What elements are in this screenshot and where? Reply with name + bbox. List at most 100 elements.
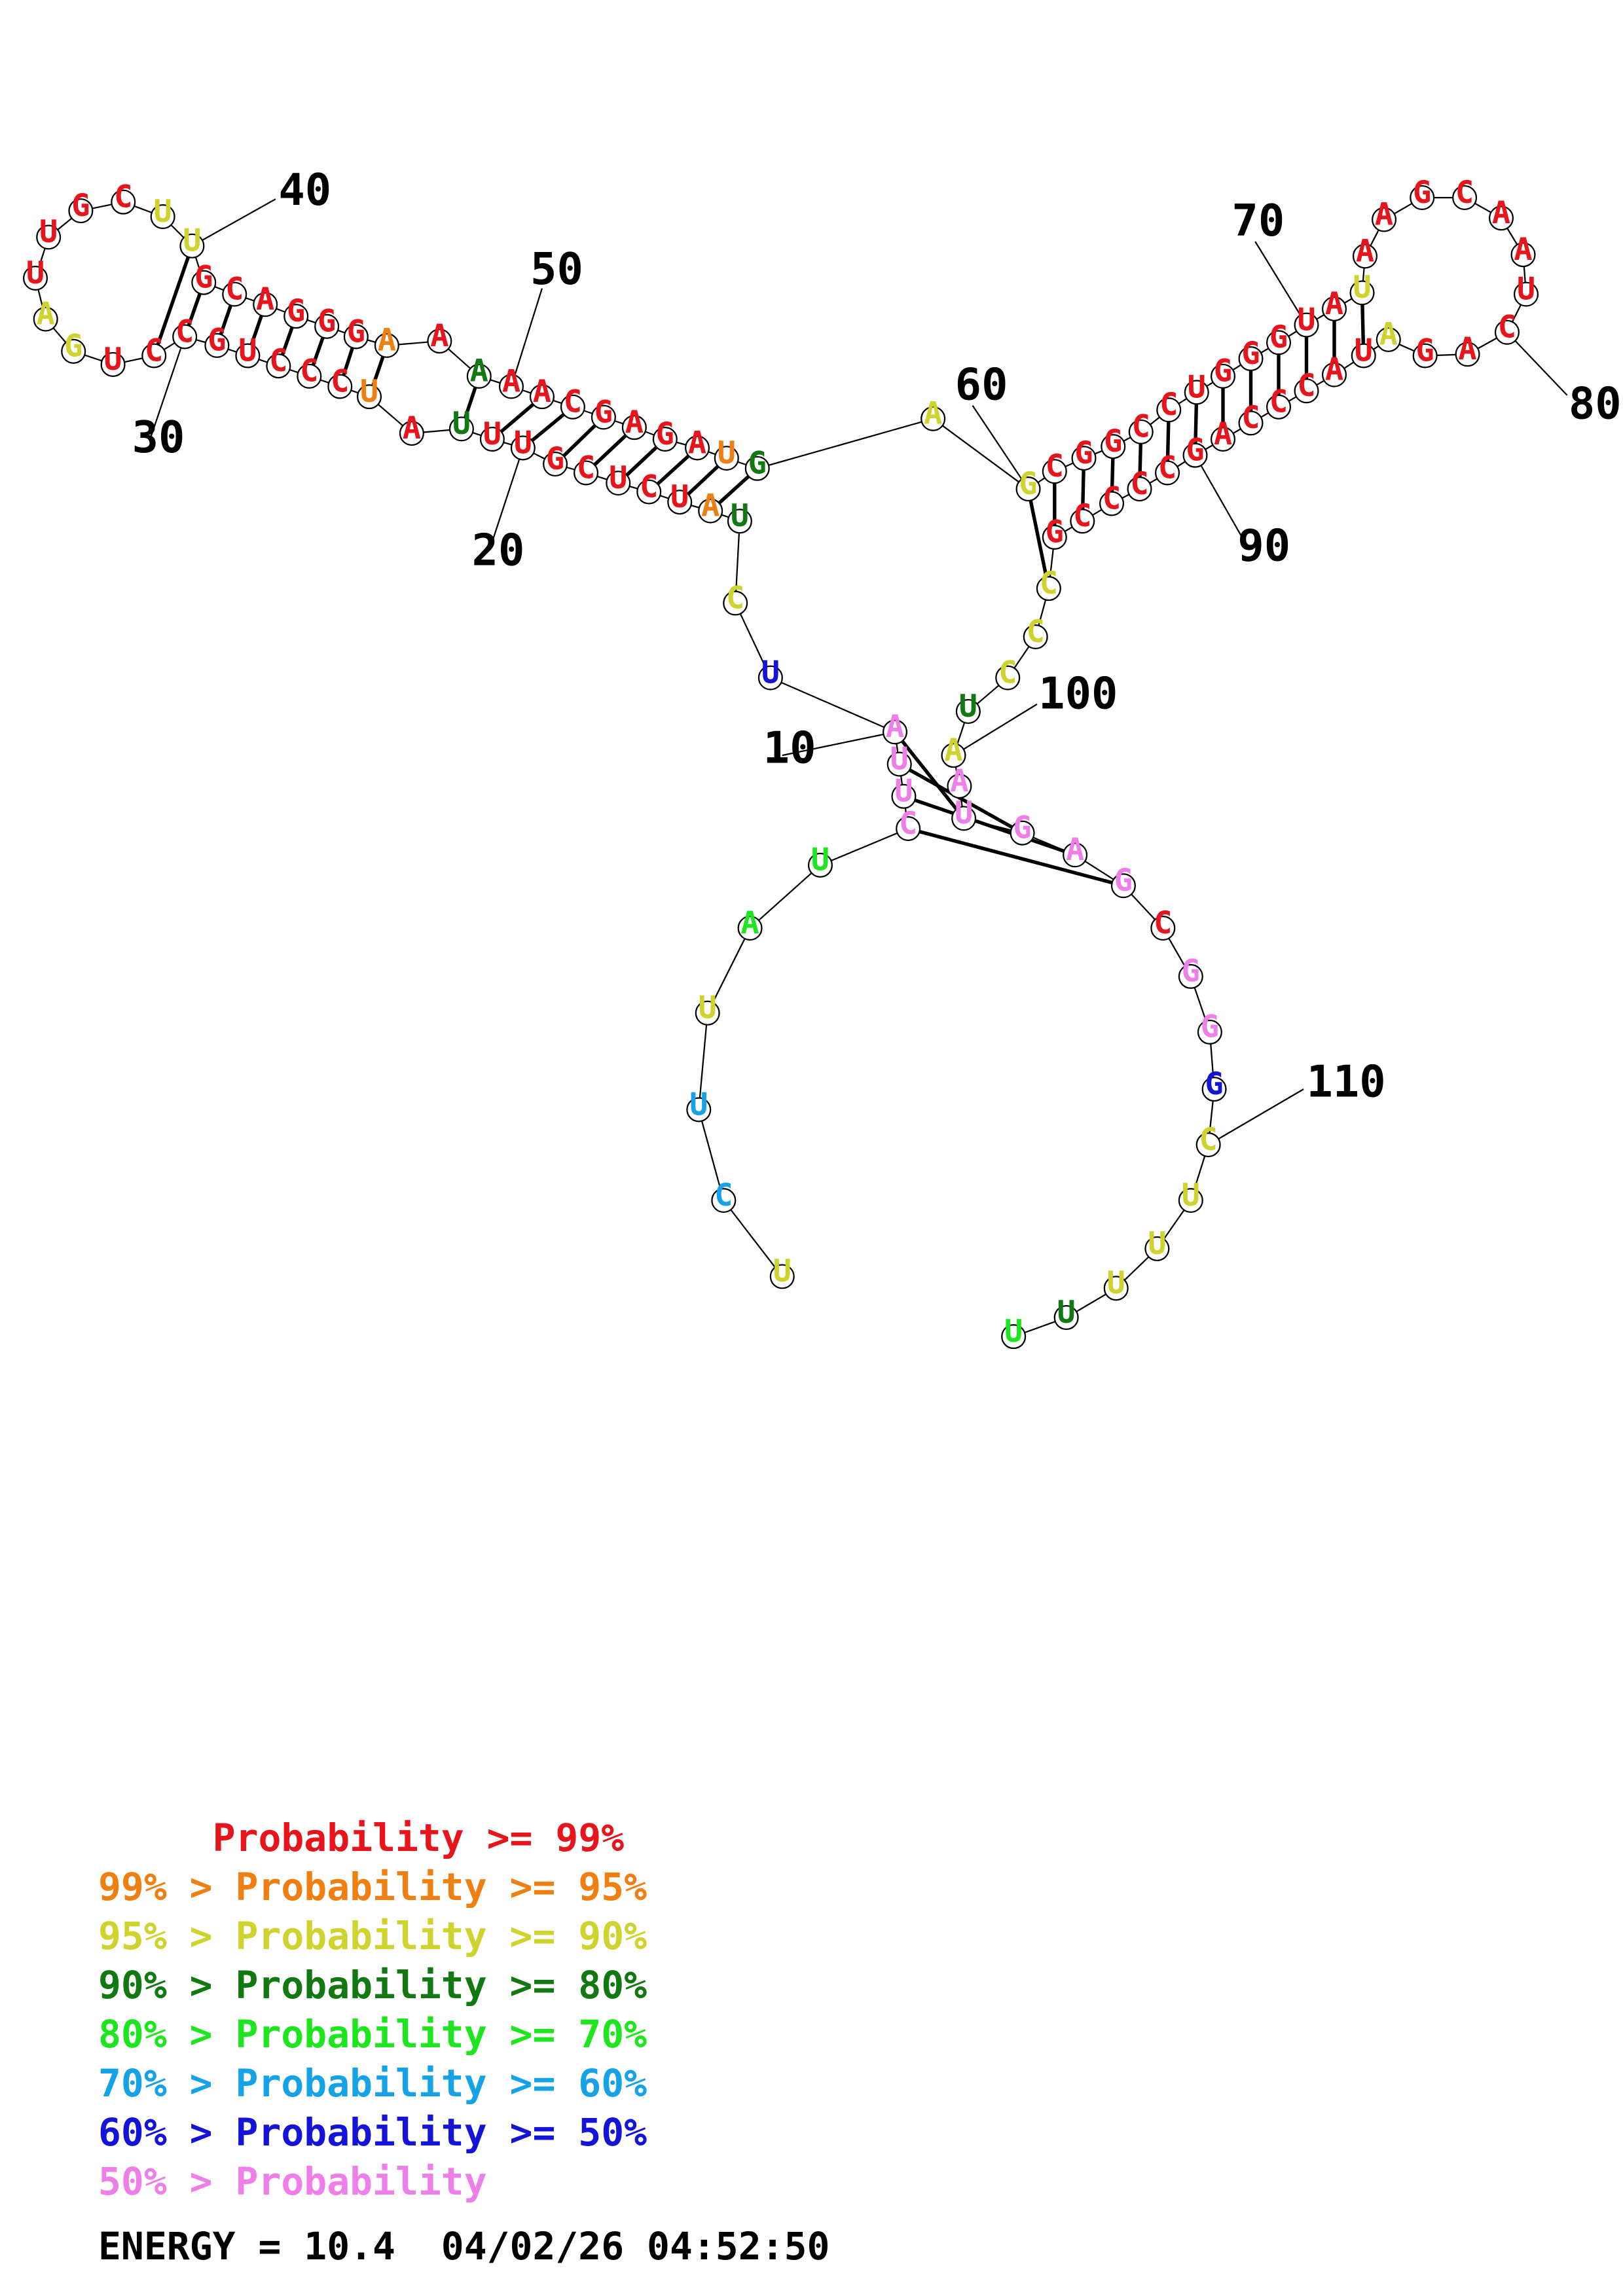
nucleotide: A [253, 281, 278, 317]
nucleotide: U [479, 416, 505, 452]
nucleotide-letter: G [1104, 423, 1122, 459]
nucleotide-letter: A [924, 396, 942, 432]
nucleotide-circle [1376, 327, 1401, 352]
nucleotide: C [297, 353, 322, 389]
nucleotide: C [1023, 614, 1048, 650]
nucleotide-circle [222, 281, 247, 307]
nucleotide-circle [1410, 185, 1435, 210]
legend-row: 95% > Probability >= 90% [98, 1911, 647, 1960]
nucleotide-circle [947, 774, 972, 799]
nucleotide-letter: A [1356, 233, 1374, 269]
nucleotide-circle [479, 427, 505, 452]
nucleotide-letter: G [1241, 336, 1260, 372]
nucleotide-letter: C [998, 655, 1017, 691]
nucleotide-circle [111, 189, 136, 215]
nucleotide-letter: C [145, 332, 163, 368]
nucleotide: U [356, 374, 382, 410]
nucleotide: C [1155, 450, 1180, 486]
legend-row: Probability >= 99% [98, 1813, 647, 1862]
nucleotide-letter: A [1325, 351, 1343, 387]
nucleotide-circle [191, 270, 217, 295]
nucleotide-letter: A [740, 905, 759, 941]
nucleotide: U [1103, 1265, 1129, 1301]
nucleotide-letter: A [1379, 317, 1398, 353]
nucleotide: G [591, 394, 616, 430]
nucleotide-circle [1266, 394, 1292, 420]
nucleotide-circle [1352, 243, 1377, 269]
nucleotide-circle [574, 460, 599, 486]
nucleotide-circle [427, 329, 452, 354]
nucleotide-letter: A [37, 296, 55, 332]
nucleotide-circle [1211, 427, 1236, 452]
nucleotide: G [1101, 423, 1126, 459]
nucleotide-circle [1010, 820, 1035, 846]
nucleotide-letter: A [1514, 232, 1532, 268]
legend-prefix [98, 1816, 213, 1860]
nucleotide-letter: C [1455, 175, 1474, 211]
nucleotide: A [882, 709, 908, 745]
position-label: 20 [472, 524, 525, 575]
nucleotide-letter: U [894, 774, 913, 810]
nucleotide: A [529, 374, 555, 410]
legend-row: 70% > Probability >= 60% [98, 2058, 647, 2108]
nucleotide-letter: U [890, 741, 909, 777]
nucleotide-letter: U [670, 479, 689, 515]
legend-prefix: 60% > [98, 2109, 236, 2155]
position-tick-line [953, 703, 1038, 757]
nucleotide-letter: A [886, 709, 904, 745]
nucleotide-letter: U [718, 435, 736, 471]
nucleotide-letter: A [533, 374, 551, 410]
position-label: 50 [530, 243, 583, 295]
nucleotide-letter: A [470, 353, 488, 389]
nucleotide-letter: A [403, 410, 421, 446]
nucleotide-circle [591, 404, 616, 430]
position-tick-line [191, 198, 276, 247]
legend-label: Probability >= 90% [235, 1913, 647, 1958]
nucleotide-letter: G [1205, 1066, 1223, 1102]
nucleotide: U [1184, 369, 1209, 405]
nucleotide-letter: G [1182, 954, 1200, 990]
nucleotide: G [191, 260, 217, 296]
nucleotide-letter: A [1458, 331, 1476, 367]
base-pair-layer [152, 245, 1366, 888]
nucleotide-circle [941, 743, 966, 768]
nucleotide-letter: A [1066, 832, 1084, 868]
legend-label: Probability >= 70% [235, 2011, 647, 2056]
nucleotide: A [427, 318, 452, 354]
nucleotide-circle [807, 852, 833, 878]
nucleotide: C [1127, 466, 1152, 502]
nucleotide-letter: C [1199, 1122, 1218, 1158]
nucleotide: U [667, 479, 693, 515]
nucleotide-circle [882, 719, 908, 745]
nucleotide-circle [951, 806, 977, 831]
legend-row: 80% > Probability >= 70% [98, 2009, 647, 2058]
nucleotide-circle [1110, 873, 1136, 899]
nucleotide-letter: U [483, 416, 501, 452]
nucleotide-letter: C [1498, 310, 1516, 346]
nucleotide: G [343, 314, 369, 350]
position-label: 70 [1231, 195, 1285, 246]
nucleotide-letter: C [1269, 384, 1288, 420]
nucleotide-letter: G [1416, 332, 1434, 368]
nucleotide-circle [1349, 280, 1375, 306]
nucleotide-circle [1201, 1077, 1227, 1102]
nucleotide-circle [1150, 916, 1176, 941]
nucleotide-letter: U [103, 342, 122, 378]
nucleotide-letter: A [701, 488, 720, 524]
nucleotide-letter: U [514, 425, 532, 461]
nucleotide-letter: G [546, 441, 564, 477]
nucleotide-letter: G [594, 394, 613, 430]
nucleotide: C [1294, 368, 1319, 404]
nucleotide-letter: C [899, 806, 917, 842]
legend-row: 90% > Probability >= 80% [98, 1960, 647, 2009]
legend-row: 60% > Probability >= 50% [98, 2108, 647, 2157]
nucleotide: A [1321, 286, 1347, 322]
nucleotide-circle [1155, 460, 1180, 486]
nucleotide-circle [1412, 343, 1438, 368]
nucleotide-circle [1001, 1324, 1027, 1350]
nucleotide-letter: A [430, 318, 448, 354]
backbone-link [735, 603, 771, 679]
nucleotide: U [886, 741, 912, 777]
nucleotide: G [652, 416, 678, 452]
nucleotide: G [283, 293, 309, 329]
